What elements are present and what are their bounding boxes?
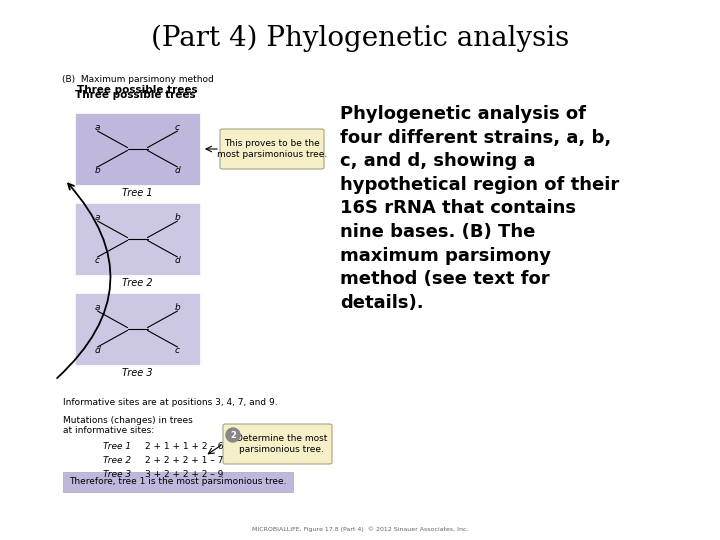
Text: d: d <box>94 346 100 355</box>
Text: Three possible trees: Three possible trees <box>77 85 198 95</box>
Text: Determine the most
parsimonious tree.: Determine the most parsimonious tree. <box>236 434 327 454</box>
Text: Tree 3: Tree 3 <box>122 368 153 378</box>
Text: b: b <box>94 166 100 175</box>
FancyBboxPatch shape <box>63 472 293 492</box>
Text: (Part 4) Phylogenetic analysis: (Part 4) Phylogenetic analysis <box>151 25 569 52</box>
Text: Tree 2: Tree 2 <box>122 278 153 288</box>
Text: a: a <box>95 213 100 222</box>
Text: c: c <box>95 256 100 265</box>
FancyBboxPatch shape <box>75 203 200 275</box>
Text: c: c <box>175 346 180 355</box>
Text: d: d <box>175 256 181 265</box>
Text: 2 + 1 + 1 + 2 – 6: 2 + 1 + 1 + 2 – 6 <box>145 442 223 451</box>
Text: Tree 2: Tree 2 <box>103 456 131 465</box>
Text: Therefore, tree 1 is the most parsimonious tree.: Therefore, tree 1 is the most parsimonio… <box>69 477 287 487</box>
Text: Tree 1: Tree 1 <box>103 442 131 451</box>
Circle shape <box>226 428 240 442</box>
Text: Tree 1: Tree 1 <box>122 188 153 198</box>
Text: d: d <box>175 166 181 175</box>
Text: c: c <box>175 123 180 132</box>
Text: 2: 2 <box>230 430 236 440</box>
Text: Three possible trees: Three possible trees <box>75 90 196 100</box>
Text: 3 + 2 + 2 + 2 – 9: 3 + 2 + 2 + 2 – 9 <box>145 470 223 479</box>
FancyBboxPatch shape <box>75 293 200 365</box>
Text: b: b <box>175 303 181 312</box>
Text: This proves to be the
most parsimonious tree.: This proves to be the most parsimonious … <box>217 139 327 159</box>
Text: (B)  Maximum parsimony method: (B) Maximum parsimony method <box>62 75 214 84</box>
FancyBboxPatch shape <box>75 113 200 185</box>
Text: b: b <box>175 213 181 222</box>
Text: a: a <box>95 303 100 312</box>
Text: Phylogenetic analysis of
four different strains, a, b,
c, and d, showing a
hypot: Phylogenetic analysis of four different … <box>340 105 619 312</box>
Text: MICROBIALLIFE, Figure 17.8 (Part 4)  © 2012 Sinauer Associates, Inc.: MICROBIALLIFE, Figure 17.8 (Part 4) © 20… <box>252 526 468 532</box>
Text: a: a <box>95 123 100 132</box>
Text: 2 + 2 + 2 + 1 – 7: 2 + 2 + 2 + 1 – 7 <box>145 456 223 465</box>
FancyBboxPatch shape <box>223 424 332 464</box>
Text: Informative sites are at positions 3, 4, 7, and 9.: Informative sites are at positions 3, 4,… <box>63 398 278 407</box>
FancyArrowPatch shape <box>57 184 110 378</box>
FancyBboxPatch shape <box>220 129 324 169</box>
Text: Mutations (changes) in trees
at informative sites:: Mutations (changes) in trees at informat… <box>63 416 193 435</box>
Text: Tree 3: Tree 3 <box>103 470 131 479</box>
